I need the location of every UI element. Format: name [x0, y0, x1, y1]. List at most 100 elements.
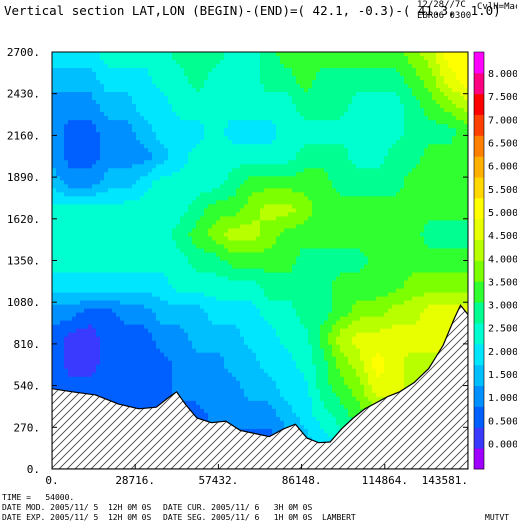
- field-cell: [228, 128, 233, 133]
- field-cell: [192, 236, 197, 242]
- field-cell: [188, 188, 193, 193]
- field-cell: [316, 184, 321, 189]
- field-cell: [432, 172, 437, 177]
- field-cell: [344, 60, 349, 65]
- field-cell: [268, 212, 273, 217]
- field-cell: [420, 96, 425, 101]
- field-cell: [272, 196, 277, 201]
- field-cell: [128, 172, 133, 177]
- field-cell: [160, 52, 165, 57]
- field-cell: [68, 208, 73, 213]
- field-cell: [432, 160, 437, 165]
- field-cell: [216, 192, 221, 197]
- field-cell: [424, 216, 429, 221]
- field-cell: [252, 240, 257, 246]
- field-cell: [324, 136, 329, 141]
- field-cell: [196, 200, 201, 205]
- field-cell: [292, 156, 297, 161]
- field-cell: [272, 228, 277, 234]
- field-cell: [264, 220, 269, 226]
- field-cell: [376, 76, 381, 81]
- field-cell: [232, 236, 237, 242]
- field-cell: [208, 196, 213, 201]
- field-cell: [312, 208, 317, 213]
- field-cell: [388, 240, 393, 246]
- field-cell: [296, 240, 301, 246]
- field-cell: [348, 192, 353, 197]
- field-cell: [372, 144, 377, 149]
- field-cell: [112, 96, 117, 101]
- field-cell: [324, 128, 329, 133]
- field-cell: [60, 236, 65, 242]
- field-cell: [192, 68, 197, 73]
- field-cell: [60, 124, 65, 129]
- field-cell: [132, 168, 137, 173]
- field-cell: [60, 144, 65, 149]
- field-cell: [336, 140, 341, 145]
- field-cell: [264, 120, 269, 125]
- field-cell: [272, 180, 277, 185]
- field-cell: [152, 128, 157, 133]
- field-cell: [404, 72, 409, 77]
- field-cell: [212, 200, 217, 205]
- field-cell: [416, 204, 421, 209]
- field-cell: [152, 104, 157, 109]
- field-cell: [376, 180, 381, 185]
- field-cell: [60, 64, 65, 69]
- field-cell: [64, 176, 69, 181]
- field-cell: [300, 128, 305, 133]
- field-cell: [80, 76, 85, 81]
- field-cell: [304, 104, 309, 109]
- field-cell: [208, 188, 213, 193]
- field-cell: [140, 64, 145, 69]
- field-cell: [196, 96, 201, 101]
- field-cell: [300, 72, 305, 77]
- field-cell: [304, 148, 309, 153]
- field-cell: [424, 92, 429, 97]
- field-cell: [224, 236, 229, 242]
- field-cell: [212, 188, 217, 193]
- field-cell: [112, 120, 117, 125]
- field-cell: [116, 184, 121, 189]
- field-cell: [272, 72, 277, 77]
- field-cell: [108, 124, 113, 129]
- field-cell: [304, 220, 309, 226]
- field-cell: [304, 144, 309, 149]
- field-cell: [332, 128, 337, 133]
- field-cell: [352, 132, 357, 137]
- field-cell: [464, 160, 468, 165]
- field-cell: [60, 192, 65, 197]
- field-cell: [72, 148, 77, 153]
- field-cell: [372, 80, 377, 85]
- field-cell: [228, 184, 233, 189]
- field-cell: [104, 80, 109, 85]
- field-cell: [248, 156, 253, 161]
- field-cell: [76, 176, 81, 181]
- field-cell: [404, 84, 409, 89]
- field-cell: [120, 144, 125, 149]
- field-cell: [276, 224, 281, 230]
- field-cell: [84, 144, 89, 149]
- field-cell: [148, 232, 153, 238]
- field-cell: [424, 108, 429, 113]
- field-cell: [284, 144, 289, 149]
- field-cell: [404, 52, 409, 57]
- field-cell: [152, 196, 157, 201]
- field-cell: [424, 116, 429, 121]
- field-cell: [332, 188, 337, 193]
- field-cell: [456, 96, 461, 101]
- field-cell: [120, 192, 125, 197]
- field-cell: [276, 216, 281, 221]
- field-cell: [276, 132, 281, 137]
- field-cell: [128, 76, 133, 81]
- field-cell: [152, 132, 157, 137]
- field-cell: [384, 232, 389, 238]
- field-cell: [176, 200, 181, 205]
- field-cell: [408, 68, 413, 73]
- field-cell: [136, 120, 141, 125]
- field-cell: [344, 228, 349, 234]
- field-cell: [88, 160, 93, 165]
- field-cell: [128, 188, 133, 193]
- field-cell: [112, 184, 117, 189]
- field-cell: [68, 184, 73, 189]
